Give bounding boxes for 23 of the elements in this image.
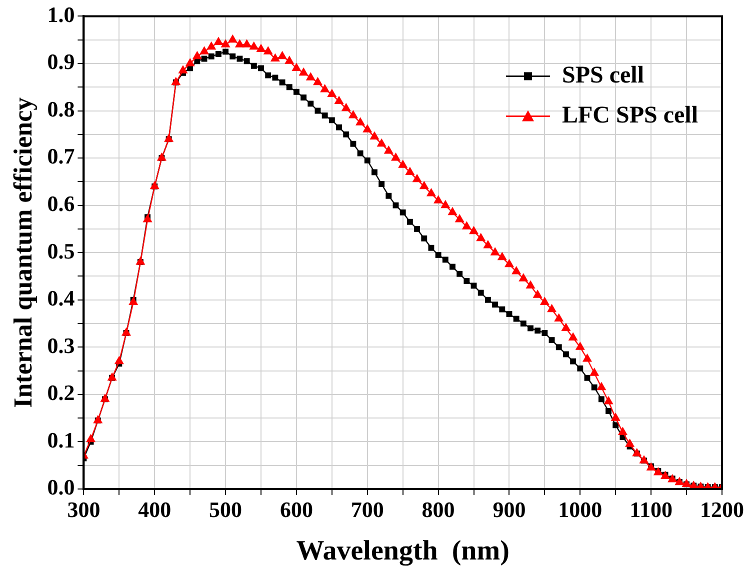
x-tick-label: 800 (422, 496, 455, 522)
y-tick-label: 0.8 (47, 96, 75, 122)
y-tick-label: 0.1 (47, 427, 75, 452)
x-tick-label: 1100 (630, 496, 672, 522)
y-tick-label: 0.5 (47, 238, 75, 264)
y-tick-label: 0.4 (47, 286, 75, 311)
y-tick-label: 0.7 (47, 144, 75, 169)
x-tick-label: 1200 (700, 496, 744, 522)
x-tick-label: 900 (492, 496, 526, 522)
y-tick-label: 0.6 (47, 191, 75, 216)
x-tick-label: 400 (138, 496, 172, 522)
y-tick-label: 1.0 (47, 2, 75, 27)
y-axis-title: Internal quantum efficiency (8, 97, 38, 408)
x-tick-label: 1000 (558, 496, 602, 522)
legend-label: LFC SPS cell (562, 102, 698, 128)
y-tick-label: 0.3 (47, 332, 75, 358)
x-tick-label: 500 (209, 496, 242, 522)
y-tick-label: 0.2 (47, 380, 75, 406)
legend-label: SPS cell (562, 62, 644, 88)
x-tick-label: 600 (280, 496, 313, 522)
y-tick-label: 0.9 (47, 49, 75, 74)
x-axis-title: Wavelength (nm) (296, 535, 510, 566)
x-tick-label: 700 (350, 496, 384, 522)
